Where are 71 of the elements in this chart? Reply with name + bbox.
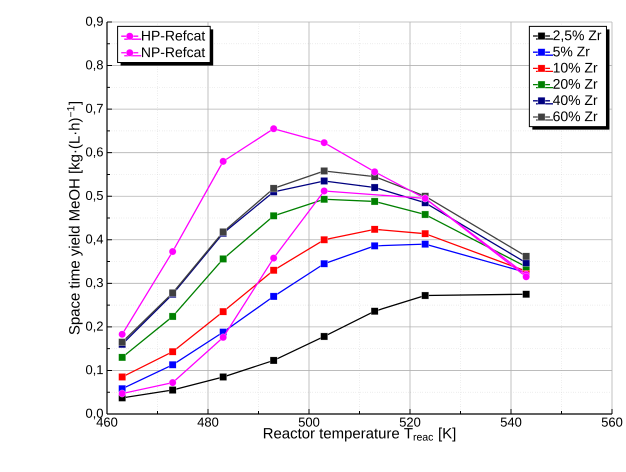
- point: [219, 334, 227, 342]
- y-tick-label: 0,7: [86, 104, 103, 114]
- x-tick-label: 540: [500, 418, 522, 427]
- point: [522, 252, 530, 260]
- x-axis-title: Reactor temperature T$_{reac}$ [K]: [264, 428, 456, 442]
- legend-label: 60% Zr: [553, 111, 598, 122]
- point: [270, 184, 278, 192]
- point: [219, 255, 227, 263]
- point: [270, 266, 278, 274]
- point: [118, 330, 126, 338]
- point: [168, 312, 176, 320]
- point: [320, 236, 328, 244]
- y-tick-label: 0,9: [86, 16, 103, 28]
- point: [118, 373, 126, 381]
- point: [421, 230, 429, 238]
- point: [522, 259, 530, 267]
- legend-label: NP-Refcat: [142, 46, 206, 58]
- point: [270, 356, 278, 364]
- legend-label: HP-Refcat: [142, 30, 206, 41]
- point: [421, 292, 429, 300]
- legend-label: 10% Zr: [554, 62, 598, 73]
- point: [168, 361, 176, 369]
- point: [522, 290, 530, 298]
- y-tick-label: 0,8: [86, 60, 103, 71]
- point: [118, 354, 126, 362]
- point: [320, 332, 328, 340]
- y-tick-label: 0,4: [86, 234, 104, 246]
- point: [370, 184, 378, 192]
- point: [320, 196, 328, 204]
- legend-label: 5% Zr: [553, 46, 590, 56]
- legend-label: 20% Zr: [553, 78, 598, 89]
- y-tick-label: 0,0: [86, 408, 103, 420]
- point: [168, 248, 176, 256]
- legend-label: 40% Zr: [552, 95, 598, 106]
- point: [421, 240, 429, 248]
- point: [320, 260, 328, 268]
- point: [219, 308, 227, 316]
- point: [168, 348, 176, 356]
- point: [168, 378, 176, 386]
- point: [320, 138, 328, 146]
- y-tick-label: 0,3: [86, 278, 103, 289]
- point: [370, 242, 378, 250]
- y-tick-label: 0,5: [86, 190, 103, 202]
- point: [421, 210, 429, 218]
- point: [270, 254, 278, 262]
- x-tick-label: 480: [197, 418, 218, 427]
- legend-label: 2,5% Zr: [553, 30, 602, 42]
- point: [270, 124, 278, 132]
- point: [320, 187, 328, 195]
- point: [118, 390, 126, 398]
- point: [270, 292, 278, 300]
- point: [320, 167, 328, 175]
- point: [219, 158, 227, 166]
- y-tick-label: 0,2: [86, 322, 103, 332]
- point: [370, 226, 378, 234]
- point: [370, 198, 378, 206]
- y-tick-label: 0,1: [86, 365, 103, 376]
- x-tick-label: 500: [298, 418, 320, 427]
- point: [370, 168, 378, 176]
- point: [270, 212, 278, 220]
- point: [320, 177, 328, 185]
- y-axis-title: Space time yield MeOH [kg·(L·h)$^{−1}$]: [67, 102, 83, 334]
- point: [522, 273, 530, 281]
- y-tick-label: 0,6: [86, 147, 103, 158]
- point: [219, 373, 227, 381]
- point: [370, 307, 378, 315]
- x-tick-label: 460: [96, 418, 118, 427]
- point: [168, 386, 176, 394]
- point: [118, 338, 126, 346]
- x-tick-label: 560: [602, 418, 622, 427]
- x-tick-label: 520: [400, 418, 420, 427]
